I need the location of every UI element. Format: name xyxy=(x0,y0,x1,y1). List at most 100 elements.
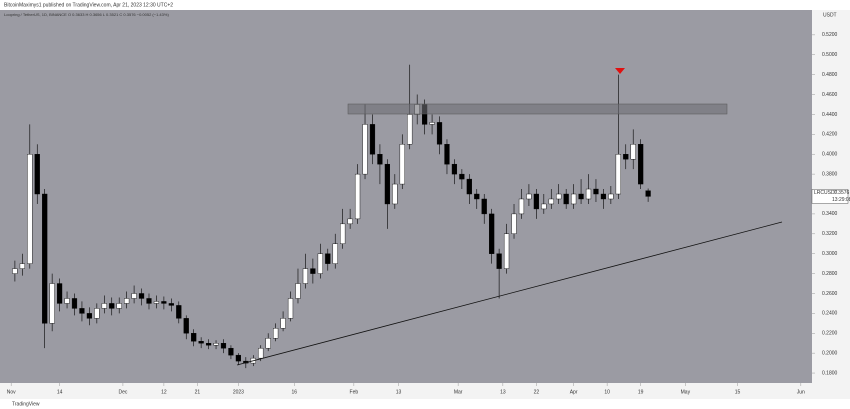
candle-body xyxy=(213,343,219,346)
candle-body xyxy=(205,343,212,346)
candle-body xyxy=(153,301,160,304)
candle-body xyxy=(191,333,197,342)
candle-body xyxy=(563,193,569,205)
price-tag-price: 0.3576 xyxy=(834,190,850,196)
x-tick-label: 10 xyxy=(604,389,610,395)
candle-body xyxy=(511,213,517,234)
candle-body xyxy=(265,338,271,349)
y-tick-label: 0.2400 xyxy=(822,311,838,317)
candle-body xyxy=(116,303,122,309)
candle-body xyxy=(109,303,115,309)
candle-body xyxy=(325,253,331,264)
price-tag-box xyxy=(811,189,849,204)
price-axis-area xyxy=(812,10,850,399)
candle-body xyxy=(384,163,390,205)
candle-body xyxy=(556,193,562,200)
candle-body xyxy=(489,213,495,254)
candle-body xyxy=(287,298,294,319)
axis-unit: USDT xyxy=(823,12,837,18)
candle-body xyxy=(503,233,510,269)
candle-body xyxy=(295,283,301,299)
candle-body xyxy=(399,144,405,185)
x-tick-label: 13 xyxy=(396,389,402,395)
symbol-legend: Loopring / TetherUS, 1D, BINANCE O 0.363… xyxy=(4,12,169,17)
candle-body xyxy=(310,268,316,274)
y-tick-label: 0.5000 xyxy=(822,52,838,58)
y-tick-label: 0.4000 xyxy=(822,152,838,158)
trend-line xyxy=(236,221,783,366)
candle-body xyxy=(548,198,554,205)
candle-body xyxy=(600,193,607,200)
y-tick-label: 0.2600 xyxy=(822,291,838,297)
x-tick-label: 21 xyxy=(195,389,201,395)
candle-body xyxy=(19,263,25,269)
candle-body xyxy=(645,190,651,197)
x-tick-label: 15 xyxy=(735,389,741,395)
candle-body xyxy=(168,303,174,306)
x-tick-label: Jun xyxy=(797,389,805,395)
candle-body xyxy=(392,183,398,205)
candle-body xyxy=(585,188,592,200)
candle-body xyxy=(161,301,167,304)
candle-body xyxy=(101,303,107,309)
candle-body xyxy=(518,198,525,215)
candle-body xyxy=(86,313,92,319)
footer: TradingView xyxy=(12,401,40,407)
time-axis-area xyxy=(0,383,812,399)
y-tick-label: 0.4400 xyxy=(822,112,838,118)
candle-body xyxy=(49,283,55,324)
candle-body xyxy=(429,122,435,125)
candle-body xyxy=(615,154,621,195)
candle-body xyxy=(362,124,368,175)
candle-body xyxy=(280,318,286,329)
y-tick-label: 0.3000 xyxy=(822,251,838,257)
candle-body xyxy=(27,154,33,264)
candle-body xyxy=(42,193,48,324)
candle-body xyxy=(183,318,189,334)
y-tick-label: 0.4600 xyxy=(822,92,838,98)
y-tick-label: 0.2000 xyxy=(822,350,838,356)
candle-body xyxy=(347,218,353,225)
x-tick-label: Dec xyxy=(118,389,127,395)
y-tick-label: 0.1800 xyxy=(822,370,838,376)
x-tick-label: 16 xyxy=(291,389,297,395)
x-tick-label: Mar xyxy=(454,389,463,395)
y-tick-label: 0.5200 xyxy=(822,32,838,38)
header: BitcoinMaximys1 published on TradingView… xyxy=(4,2,173,8)
candle-body xyxy=(12,268,18,274)
y-tick-label: 0.2200 xyxy=(822,331,838,337)
candle-body xyxy=(332,243,338,264)
candle-body xyxy=(407,114,413,145)
x-tick-label: 13 xyxy=(500,389,506,395)
candle-body xyxy=(235,354,241,362)
candle-body xyxy=(444,144,450,165)
plot-background xyxy=(0,10,812,383)
x-tick-label: Nov xyxy=(7,389,16,395)
candle-body xyxy=(258,347,264,359)
candle-body xyxy=(64,298,70,304)
candle-body xyxy=(571,193,577,205)
candle-body xyxy=(146,298,152,304)
candle-body xyxy=(71,298,78,309)
candle-body xyxy=(481,198,487,215)
x-tick-label: Feb xyxy=(350,389,359,395)
candle-body xyxy=(340,223,346,244)
candle-body xyxy=(138,293,145,299)
candle-body xyxy=(436,122,443,145)
candle-body xyxy=(124,298,130,304)
candle-body xyxy=(474,193,480,200)
candle-body xyxy=(317,253,323,274)
y-tick-label: 0.3800 xyxy=(822,171,838,177)
y-tick-label: 0.4200 xyxy=(822,132,838,138)
x-tick-label: 2023 xyxy=(233,389,244,395)
price-tag-symbol: LRCUSDT xyxy=(814,190,838,196)
candle-body xyxy=(638,144,644,185)
y-tick-label: 0.3200 xyxy=(822,231,838,237)
signal-arrow xyxy=(615,68,625,74)
resistance-zone xyxy=(347,103,728,115)
candle-body xyxy=(354,173,361,220)
y-tick-label: 0.2800 xyxy=(822,271,838,277)
candle-body xyxy=(228,347,234,356)
y-tick-label: 0.3400 xyxy=(822,211,838,217)
